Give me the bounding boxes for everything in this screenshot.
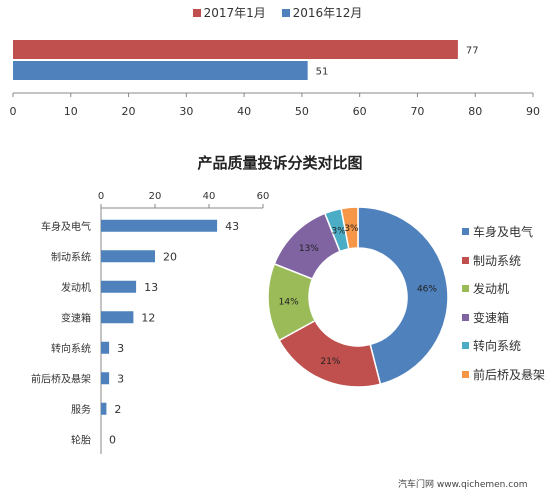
x-tick-label: 20 bbox=[149, 191, 162, 202]
pie-legend-item: 制动系统 bbox=[462, 247, 545, 276]
x-tick-label: 60 bbox=[353, 105, 367, 118]
pie-legend-item: 车身及电气 bbox=[462, 218, 545, 247]
pie-legend-item: 前后桥及悬架 bbox=[462, 361, 545, 390]
x-tick-label: 40 bbox=[203, 191, 216, 202]
legend-label: 变速箱 bbox=[473, 310, 510, 325]
bar-2017-jan bbox=[13, 40, 458, 59]
legend-label: 车身及电气 bbox=[473, 225, 534, 239]
legend-swatch bbox=[462, 342, 469, 350]
pie-legend: 车身及电气 制动系统 发动机 变速箱 转向系统 前后桥及悬架 bbox=[462, 218, 545, 390]
category-label: 发动机 bbox=[61, 281, 91, 294]
bar bbox=[101, 250, 155, 263]
legend-label: 前后桥及悬架 bbox=[473, 367, 546, 382]
data-label: 2 bbox=[114, 403, 121, 416]
x-tick-label: 40 bbox=[237, 105, 251, 118]
data-label: 20 bbox=[163, 250, 177, 263]
data-label: 13 bbox=[144, 281, 158, 294]
bar bbox=[101, 402, 107, 415]
data-label: 3 bbox=[117, 372, 124, 385]
slice-label: 3% bbox=[344, 224, 359, 234]
legend-swatch bbox=[192, 9, 201, 17]
category-label: 轮胎 bbox=[71, 433, 91, 446]
legend-item-2016-dec: 2016年12月 bbox=[281, 4, 363, 21]
category-label: 转向系统 bbox=[51, 342, 91, 355]
bar bbox=[101, 280, 137, 293]
pie-legend-item: 变速箱 bbox=[462, 304, 545, 333]
legend-label: 2016年12月 bbox=[292, 6, 363, 20]
data-label: 12 bbox=[141, 311, 155, 324]
top-legend: 2017年1月 2016年12月 bbox=[0, 4, 555, 21]
x-tick-label: 20 bbox=[122, 105, 136, 118]
legend-item-2017-jan: 2017年1月 bbox=[192, 4, 266, 21]
slice-label: 13% bbox=[299, 244, 319, 254]
data-label: 51 bbox=[316, 67, 329, 78]
legend-swatch bbox=[462, 256, 469, 264]
bar bbox=[101, 311, 134, 324]
data-label: 43 bbox=[225, 220, 239, 233]
x-tick-label: 60 bbox=[257, 191, 270, 202]
legend-swatch bbox=[462, 228, 469, 235]
legend-swatch bbox=[462, 285, 469, 293]
slice-label: 3% bbox=[331, 226, 346, 236]
category-label: 服务 bbox=[71, 403, 91, 416]
category-label: 变速箱 bbox=[61, 311, 91, 324]
legend-label: 2017年1月 bbox=[203, 6, 266, 20]
x-tick-label: 70 bbox=[410, 105, 424, 118]
x-tick-label: 80 bbox=[468, 105, 482, 118]
pie-legend-item: 发动机 bbox=[462, 275, 545, 304]
slice-label: 46% bbox=[417, 284, 437, 294]
x-tick-label: 30 bbox=[179, 105, 193, 118]
data-label: 0 bbox=[109, 433, 116, 446]
x-tick-label: 0 bbox=[10, 105, 17, 118]
donut-slice bbox=[357, 206, 449, 386]
chart-title: 产品质量投诉分类对比图 bbox=[197, 154, 363, 172]
legend-label: 发动机 bbox=[473, 282, 510, 297]
footer-watermark: 汽车门网 www.qichemen.com bbox=[398, 480, 528, 490]
bar-2016-dec bbox=[13, 61, 308, 80]
legend-label: 转向系统 bbox=[473, 339, 522, 354]
legend-label: 制动系统 bbox=[473, 253, 522, 268]
legend-swatch bbox=[462, 313, 469, 321]
data-label: 3 bbox=[117, 342, 124, 355]
category-label: 车身及电气 bbox=[41, 220, 91, 233]
x-tick-label: 90 bbox=[526, 105, 540, 118]
category-label: 制动系统 bbox=[51, 250, 91, 263]
x-tick-label: 50 bbox=[295, 105, 309, 118]
slice-label: 21% bbox=[320, 357, 340, 367]
pie-legend-item: 转向系统 bbox=[462, 332, 545, 361]
category-label: 前后桥及悬架 bbox=[31, 372, 91, 385]
bar bbox=[101, 219, 218, 232]
bar bbox=[101, 341, 110, 354]
legend-swatch bbox=[462, 370, 469, 378]
x-tick-label: 10 bbox=[64, 105, 78, 118]
x-tick-label: 0 bbox=[98, 191, 104, 202]
bar bbox=[101, 372, 110, 385]
slice-label: 14% bbox=[279, 297, 299, 307]
data-label: 77 bbox=[466, 46, 479, 57]
donut-slice bbox=[340, 206, 359, 250]
legend-swatch bbox=[281, 9, 290, 17]
